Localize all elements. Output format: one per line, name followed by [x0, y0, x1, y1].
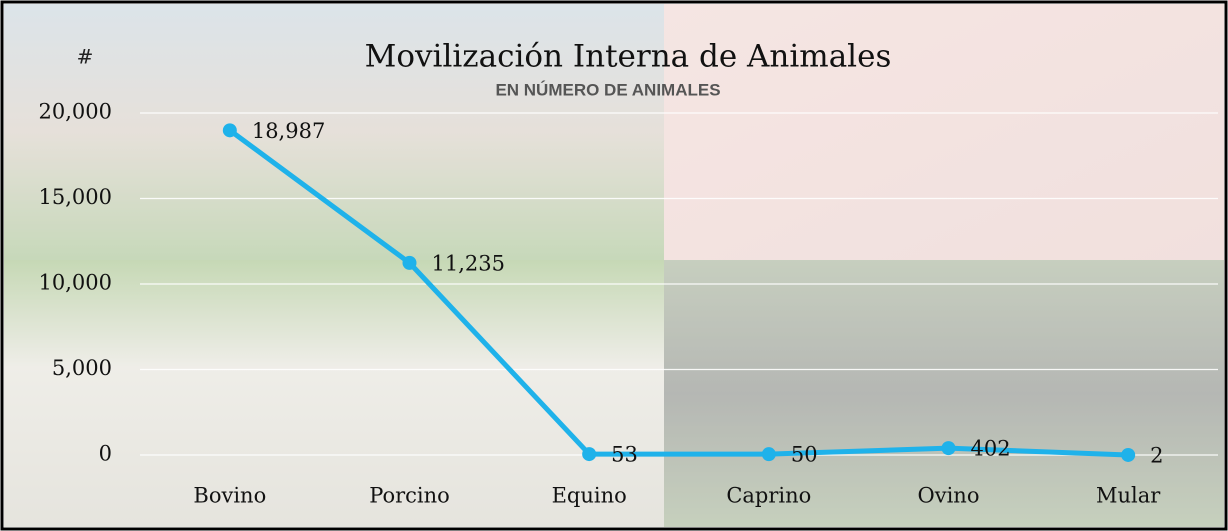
marker — [942, 441, 956, 455]
marker — [762, 447, 776, 461]
x-tick-label: Caprino — [726, 484, 811, 508]
y-axis-label: # — [77, 45, 94, 69]
chart: Movilización Interna de Animales EN NÚME… — [0, 0, 1228, 531]
x-tick-label: Ovino — [918, 484, 980, 508]
y-tick-label: 20,000 — [39, 100, 112, 124]
chart-title: Movilización Interna de Animales — [365, 39, 892, 75]
data-label: 11,235 — [432, 251, 505, 275]
y-tick-label: 15,000 — [39, 185, 112, 209]
marker — [582, 447, 596, 461]
x-tick-label: Mular — [1096, 484, 1161, 508]
x-tick-label: Bovino — [193, 484, 266, 508]
y-tick-label: 5,000 — [52, 356, 112, 380]
x-tick-label: Equino — [552, 484, 627, 508]
data-label: 18,987 — [252, 119, 325, 143]
marker — [403, 256, 417, 270]
marker — [223, 123, 237, 137]
data-label: 50 — [791, 443, 818, 467]
data-label: 53 — [611, 443, 638, 467]
chart-subtitle: EN NÚMERO DE ANIMALES — [495, 80, 720, 99]
data-label: 402 — [971, 437, 1011, 461]
marker — [1121, 448, 1135, 462]
y-tick-label: 10,000 — [39, 271, 112, 295]
x-tick-label: Porcino — [369, 484, 450, 508]
y-tick-label: 0 — [99, 442, 112, 466]
page: {"chart_data": {"type": "line", "title":… — [0, 0, 1228, 531]
data-label: 2 — [1150, 443, 1163, 467]
